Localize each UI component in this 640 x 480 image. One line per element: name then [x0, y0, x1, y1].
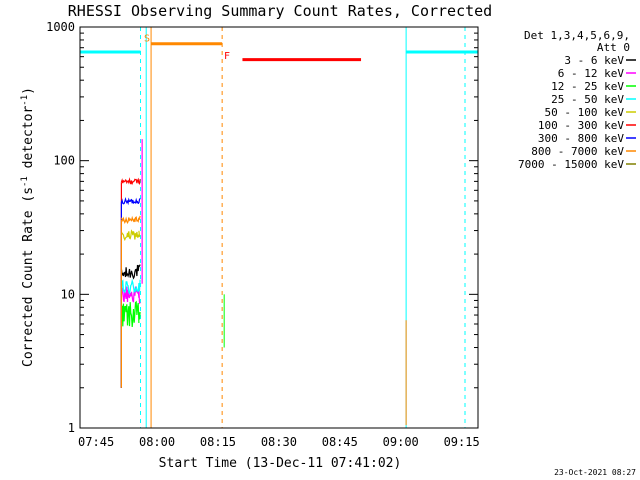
x-tick-label: 08:00 — [139, 435, 175, 449]
series-line — [120, 215, 141, 388]
x-axis-label: Start Time (13-Dec-11 07:41:02) — [159, 456, 402, 471]
chart-title: RHESSI Observing Summary Count Rates, Co… — [68, 2, 492, 20]
x-tick-label: 08:45 — [322, 435, 358, 449]
flag-label: S — [144, 34, 150, 45]
series-line — [120, 300, 141, 388]
y-axis-label-end: ) — [21, 87, 36, 95]
legend-entry-label: 12 - 25 keV — [551, 80, 624, 93]
y-tick-label: 100 — [53, 154, 75, 168]
footer-timestamp: 23-Oct-2021 08:27 — [554, 468, 636, 477]
y-axis-label: Corrected Count Rate (s-1 detector-1) — [20, 87, 36, 367]
legend-entry-label: 6 - 12 keV — [558, 67, 625, 80]
plot-frame — [79, 26, 479, 429]
x-tick-label: 09:15 — [444, 435, 480, 449]
y-tick-label: 1000 — [46, 20, 75, 34]
y-axis-label-main: Corrected Count Rate (s — [21, 187, 36, 367]
axes: 1 10 100 1000 07:45 08:00 08:15 08:30 08:45 09:00… — [46, 20, 480, 449]
plot-area: SF — [80, 27, 478, 428]
series-line — [120, 177, 141, 388]
legend-header: Det 1,3,4,5,6,9, — [524, 29, 630, 42]
legend-entry-label: 50 - 100 keV — [545, 106, 625, 119]
legend-entry-label: 7000 - 15000 keV — [518, 158, 624, 171]
y-axis-label-sup2: -1 — [20, 95, 30, 106]
y-axis-label-mid: detector — [21, 106, 36, 177]
x-tick-label: 07:45 — [78, 435, 114, 449]
legend-entry-label: 800 - 7000 keV — [531, 145, 624, 158]
flag-label: F — [224, 51, 230, 62]
series-line — [120, 264, 141, 388]
legend-entry-label: 100 - 300 keV — [538, 119, 624, 132]
legend-entry-label: 3 - 6 keV — [564, 54, 624, 67]
series-line — [120, 286, 141, 388]
y-axis-label-sup1: -1 — [20, 176, 30, 187]
legend-entry-label: 25 - 50 keV — [551, 93, 624, 106]
x-tick-label: 08:30 — [261, 435, 297, 449]
legend-header: Att 0 — [597, 41, 630, 54]
y-tick-label: 1 — [68, 421, 75, 435]
legend-entry-label: 300 - 800 keV — [538, 132, 624, 145]
x-tick-label: 09:00 — [383, 435, 419, 449]
y-tick-label: 10 — [61, 287, 75, 301]
x-tick-label: 08:15 — [200, 435, 236, 449]
